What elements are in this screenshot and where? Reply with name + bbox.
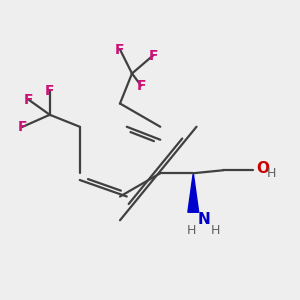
Text: F: F bbox=[148, 49, 158, 62]
Text: H: H bbox=[187, 224, 196, 237]
Text: O: O bbox=[256, 161, 269, 176]
Polygon shape bbox=[188, 173, 199, 212]
Text: F: F bbox=[136, 79, 146, 92]
Text: F: F bbox=[115, 43, 125, 56]
Text: N: N bbox=[197, 212, 210, 227]
Text: F: F bbox=[18, 120, 28, 134]
Text: H: H bbox=[211, 224, 220, 237]
Text: F: F bbox=[45, 84, 55, 98]
Text: H: H bbox=[267, 167, 276, 180]
Text: F: F bbox=[24, 93, 34, 107]
